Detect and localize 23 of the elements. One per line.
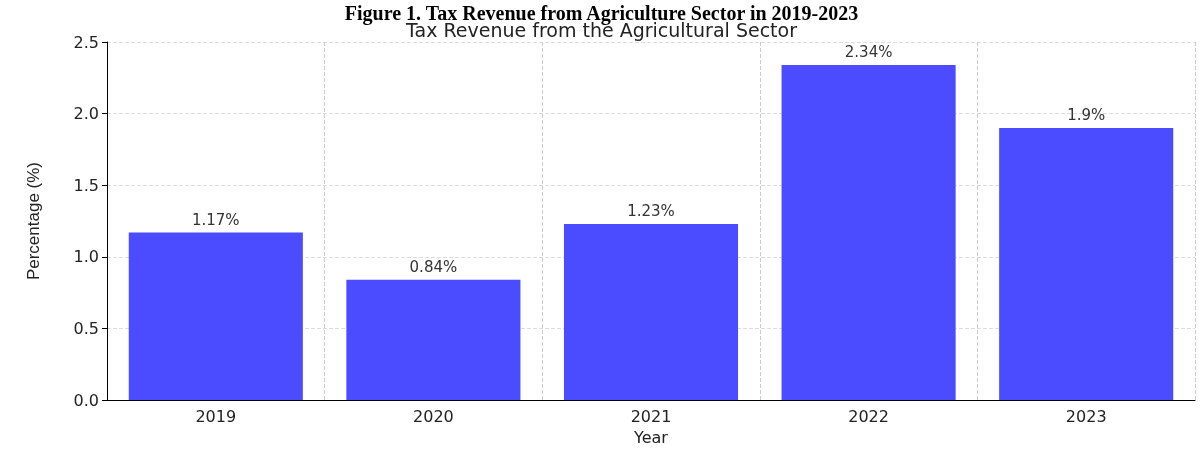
x-tick-label: 2023 xyxy=(1065,406,1107,426)
x-axis-title: Year xyxy=(633,427,669,447)
data-label: 1.17% xyxy=(191,211,240,230)
x-tick-label: 2022 xyxy=(848,406,889,426)
x-tick-label: 2019 xyxy=(195,406,237,426)
bar xyxy=(346,279,521,401)
y-tick-label: 1.5 xyxy=(73,175,99,195)
y-tick-label: 0.5 xyxy=(73,318,99,338)
y-tick-label: 2.5 xyxy=(73,32,99,52)
x-tick-label: 2021 xyxy=(630,406,672,426)
bar xyxy=(563,223,739,401)
data-label: 1.9% xyxy=(1067,106,1106,125)
y-tick-label: 0.0 xyxy=(73,390,99,410)
data-label: 1.23% xyxy=(627,202,675,221)
bar xyxy=(781,64,956,401)
bar xyxy=(999,127,1174,401)
y-tick-label: 1.0 xyxy=(73,247,99,267)
x-tick-label: 2020 xyxy=(413,406,454,426)
data-label: 0.84% xyxy=(409,258,458,277)
y-axis-title: Percentage (%) xyxy=(24,161,43,281)
data-label: 2.34% xyxy=(844,43,893,62)
bar xyxy=(128,232,303,401)
y-tick-label: 2.0 xyxy=(73,104,99,124)
